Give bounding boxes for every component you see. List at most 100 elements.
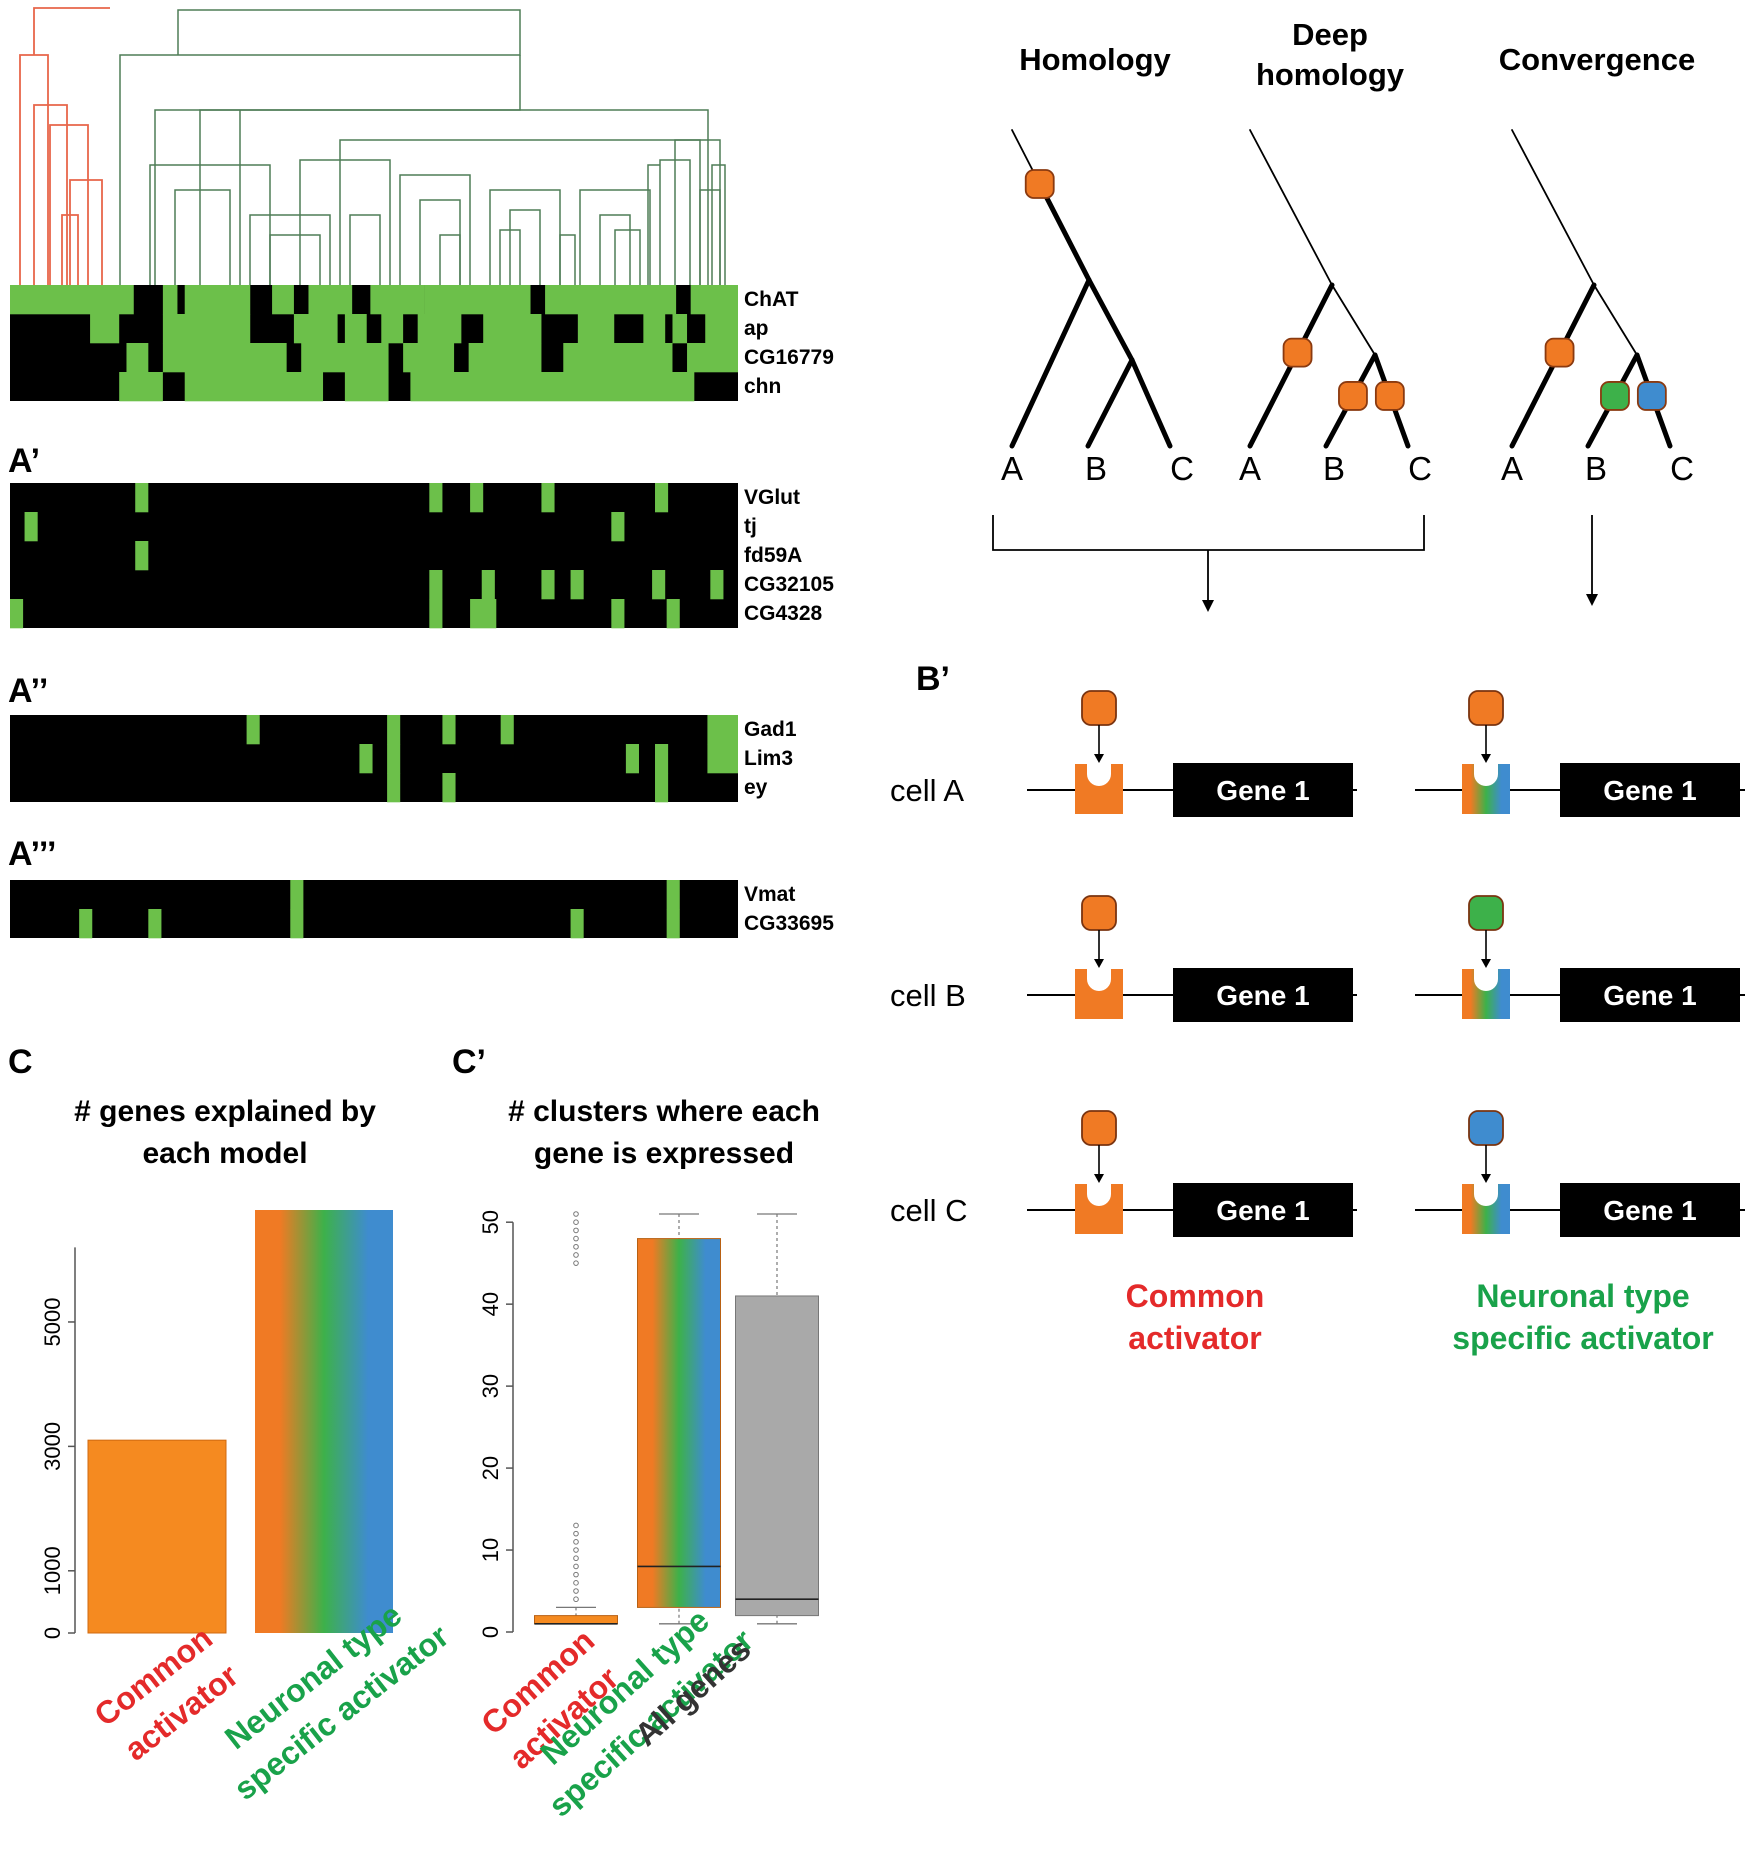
activator-marker bbox=[1338, 381, 1368, 411]
panel-label-c: C bbox=[8, 1043, 33, 1081]
heatmap-expressed-cell bbox=[308, 285, 353, 315]
leaf-label: A bbox=[1001, 450, 1023, 487]
chart-title: each model bbox=[142, 1137, 307, 1170]
bracket bbox=[992, 515, 1425, 551]
bar-chart: # genes explained by each model 0 1000 3000 5… bbox=[40, 1095, 455, 1807]
binding-site bbox=[1462, 969, 1510, 1019]
y-tick-label: 20 bbox=[478, 1456, 503, 1480]
model-caption: activator bbox=[1128, 1320, 1261, 1356]
dendrogram-branch bbox=[614, 229, 641, 285]
cell-label: cell C bbox=[890, 1193, 968, 1228]
leaf-label: A bbox=[1501, 450, 1523, 487]
panel-label-b1: B’ bbox=[916, 660, 950, 698]
heatmap-expressed-cell bbox=[541, 483, 555, 513]
scenario-title: Homology bbox=[1019, 42, 1171, 77]
arrow-head bbox=[1094, 754, 1104, 763]
leaf-label: C bbox=[1670, 450, 1694, 487]
gene-label: Gene 1 bbox=[1603, 1195, 1696, 1226]
gene-label: Gene 1 bbox=[1603, 775, 1696, 806]
leaf-label: C bbox=[1408, 450, 1432, 487]
heatmap-expressed-cell bbox=[666, 880, 680, 910]
heatmap-expressed-cell bbox=[184, 372, 324, 402]
dendrogram-branch bbox=[154, 55, 521, 285]
chart-title: gene is expressed bbox=[534, 1137, 794, 1170]
dendrogram-branch bbox=[119, 9, 521, 285]
dendrogram-branch bbox=[269, 234, 321, 285]
heatmap-expressed-cell bbox=[24, 512, 38, 542]
scenario-tree: A B C bbox=[1501, 129, 1694, 487]
box bbox=[637, 1238, 721, 1608]
dendrogram-branch bbox=[33, 104, 68, 285]
heatmap-expressed-cell bbox=[672, 314, 688, 344]
gene-label: fd59A bbox=[744, 544, 802, 567]
heatmap-expressed-cell bbox=[687, 343, 738, 373]
regulation-row: Gene 1 bbox=[1415, 690, 1745, 817]
heatmap-expressed-cell bbox=[381, 314, 404, 344]
heatmap-expressed-cell bbox=[570, 570, 584, 600]
arrow-head bbox=[1481, 754, 1491, 763]
regulation-row: Gene 1 bbox=[1027, 1110, 1357, 1237]
gene-box bbox=[1560, 1183, 1740, 1237]
outlier-point bbox=[573, 1571, 579, 1578]
tree-branch bbox=[1593, 284, 1638, 356]
heatmap-expressed-cell bbox=[655, 744, 669, 774]
heatmap-expressed-cell bbox=[162, 285, 178, 315]
gene-label: Gene 1 bbox=[1216, 980, 1309, 1011]
heatmap-expressed-cell bbox=[387, 773, 401, 803]
heatmap-expressed-cell bbox=[344, 372, 389, 402]
dendrogram-branch bbox=[499, 229, 521, 285]
activator-marker bbox=[1374, 381, 1405, 411]
gene-box bbox=[1560, 763, 1740, 817]
heatmap-expressed-cell bbox=[403, 343, 455, 373]
heatmap-expressed-cell bbox=[410, 372, 695, 402]
panel-label-c1: C’ bbox=[452, 1043, 486, 1081]
scenario-tree: A B C bbox=[1239, 129, 1432, 487]
outlier-point bbox=[573, 1235, 579, 1242]
outlier-point bbox=[573, 1539, 579, 1545]
heatmap-expressed-cell bbox=[643, 314, 666, 344]
y-tick-label: 40 bbox=[478, 1292, 503, 1316]
outlier-point bbox=[573, 1211, 579, 1217]
heatmap-expressed-cell bbox=[500, 715, 514, 745]
heatmap-expressed-cell bbox=[417, 314, 462, 344]
gene-label: chn bbox=[744, 375, 781, 398]
gene-box bbox=[1173, 1183, 1353, 1237]
gene-box bbox=[1560, 968, 1740, 1022]
outlier-point bbox=[573, 1530, 579, 1537]
heatmap-expressed-cell bbox=[470, 483, 484, 513]
model-caption: Neuronal type bbox=[1476, 1278, 1689, 1314]
leaf-label: C bbox=[1170, 450, 1194, 487]
heatmap-expressed-cell bbox=[666, 599, 680, 629]
gene-label: CG33695 bbox=[744, 912, 834, 935]
heatmap-expressed-cell bbox=[387, 715, 401, 745]
heatmap-expressed-cell bbox=[135, 483, 149, 513]
tree-branch bbox=[1129, 357, 1173, 449]
outlier-point bbox=[573, 1596, 579, 1603]
chart-title: # clusters where each bbox=[508, 1095, 820, 1128]
heatmap-expressed-cell bbox=[246, 715, 260, 745]
dendrogram-branch bbox=[439, 234, 461, 285]
arrow-head bbox=[1094, 959, 1104, 968]
heatmap-expressed-cell bbox=[577, 314, 615, 344]
gene-regulation-diagrams: cell A Gene 1 Gene 1 cell B Gene 1 Gene 1 cell… bbox=[890, 690, 1745, 1356]
tree-branch bbox=[1085, 357, 1135, 449]
activator-protein bbox=[1081, 895, 1117, 931]
leaf-label: B bbox=[1585, 450, 1607, 487]
heatmap-expressed-cell bbox=[370, 285, 425, 315]
activator-protein bbox=[1081, 1110, 1117, 1146]
leaf-label: B bbox=[1085, 450, 1107, 487]
heatmap-expressed-cell bbox=[470, 599, 497, 629]
outlier-point bbox=[573, 1252, 579, 1258]
heatmap-expressed-cell bbox=[79, 909, 93, 939]
heatmap-expressed-cell bbox=[162, 343, 287, 373]
dendrogram-branch bbox=[33, 7, 110, 55]
gene-label: ap bbox=[744, 317, 769, 340]
gene-label: ChAT bbox=[744, 288, 799, 311]
heatmap-expressed-cell bbox=[119, 372, 163, 402]
heatmap-A3: Vmat CG33695 bbox=[10, 880, 834, 939]
heatmap-background bbox=[10, 715, 738, 802]
arrow-head bbox=[1481, 1174, 1491, 1183]
regulation-row: Gene 1 bbox=[1027, 690, 1357, 817]
heatmap-A2: Gad1 Lim3 ey bbox=[10, 715, 797, 803]
heatmap-expressed-cell bbox=[135, 541, 149, 571]
